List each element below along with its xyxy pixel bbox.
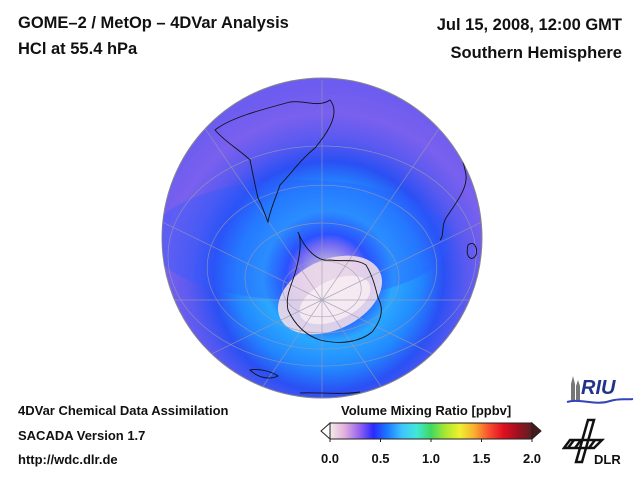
dlr-bird-icon — [562, 418, 606, 464]
map-title: GOME–2 / MetOp – 4DVar Analysis — [18, 14, 289, 32]
coastline-antarctica — [286, 231, 382, 343]
colorbar-extend-low — [320, 421, 331, 441]
meridian-line — [191, 109, 323, 301]
colorbar-gradient — [329, 422, 533, 440]
colorbar-extend-high — [531, 421, 542, 441]
riu-logo-text: RIU — [581, 377, 616, 399]
colorbar-tick-label: 2.0 — [522, 451, 542, 466]
colorbar-title: Volume Mixing Ratio [ppbv] — [341, 403, 512, 418]
coastline-australia-nz — [249, 369, 361, 394]
dlr-logo: DLR — [562, 418, 621, 467]
colorbar-tick-label: 1.0 — [421, 451, 441, 466]
colorbar-tick-label: 0.0 — [320, 451, 340, 466]
footer-line-1: 4DVar Chemical Data Assimilation — [18, 403, 229, 418]
meridian-line — [321, 189, 482, 301]
colorbar-tick-label: 1.5 — [472, 451, 491, 466]
meridian-line — [321, 109, 453, 301]
riu-logo: RIU — [566, 376, 634, 404]
region-label: Southern Hemisphere — [450, 44, 622, 62]
footer-line-2: SACADA Version 1.7 — [18, 428, 146, 443]
river-wave-icon — [566, 398, 634, 404]
footer-url[interactable]: http://wdc.dlr.de — [18, 452, 118, 467]
coastline-south-america — [214, 99, 335, 224]
meridian-line — [162, 189, 323, 301]
cathedral-icon — [571, 376, 580, 400]
date-label: Jul 15, 2008, 12:00 GMT — [436, 16, 622, 34]
colorbar — [320, 421, 542, 442]
colorbar-tick-label: 0.5 — [371, 451, 390, 466]
coastline-madagascar — [466, 243, 477, 259]
map-subtitle: HCl at 55.4 hPa — [18, 40, 138, 58]
dlr-logo-text: DLR — [594, 452, 621, 467]
